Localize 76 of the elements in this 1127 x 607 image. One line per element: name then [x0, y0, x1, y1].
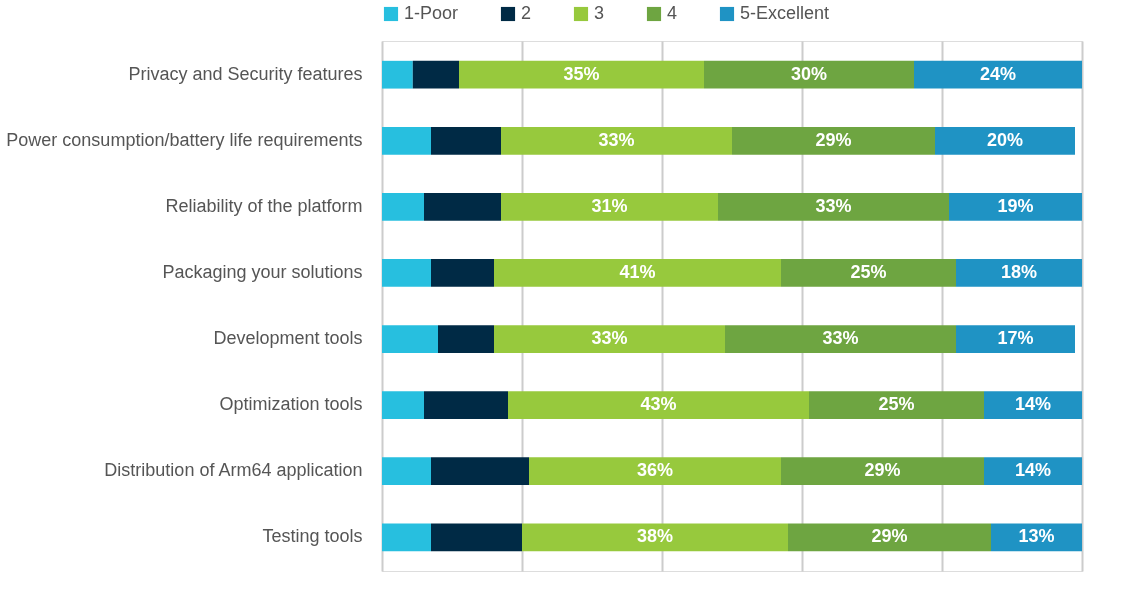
bar [382, 193, 424, 221]
legend-label: 1-Poor [404, 3, 459, 23]
data-label: 41% [619, 261, 656, 282]
bar [382, 325, 438, 353]
y-tick-label: Reliability of the platform [165, 195, 363, 216]
y-tick-label: Optimization tools [219, 394, 363, 415]
bar [382, 126, 431, 155]
bar [725, 325, 956, 353]
y-tick-label: Privacy and Security features [128, 63, 363, 84]
bar [431, 126, 501, 155]
y-tick-label: Testing tools [262, 526, 363, 547]
bar [781, 457, 984, 486]
bar [508, 391, 809, 419]
bar [438, 325, 494, 353]
data-label: 18% [1000, 261, 1038, 282]
bar [718, 193, 949, 221]
y-tick-label: Power consumption/battery life requirements [6, 129, 363, 150]
legend-label: 3 [594, 3, 605, 23]
data-label: 14% [1014, 394, 1052, 415]
data-label: 19% [997, 195, 1034, 216]
data-label: 25% [850, 261, 887, 282]
bar [424, 193, 501, 221]
legend-label: 4 [667, 3, 678, 23]
data-label: 20% [986, 129, 1024, 150]
bar [431, 259, 494, 287]
bar [382, 457, 431, 486]
bar [494, 325, 725, 353]
bar [984, 457, 1082, 486]
y-tick-label: Development tools [213, 328, 363, 349]
data-label: 24% [979, 63, 1017, 84]
y-tick-label: Distribution of Arm64 application [104, 460, 363, 481]
bar [431, 457, 529, 486]
bar [732, 126, 935, 155]
bar [382, 391, 424, 419]
data-label: 43% [640, 394, 677, 415]
data-label: 25% [878, 394, 915, 415]
bar [914, 60, 1082, 89]
bar [788, 523, 991, 552]
bar [781, 259, 956, 287]
legend-label: 5-Excellent [740, 3, 830, 23]
bar [424, 391, 508, 419]
data-label: 31% [591, 195, 628, 216]
data-label: 17% [997, 328, 1034, 349]
bar [522, 523, 788, 552]
bar [809, 391, 984, 419]
data-label: 33% [591, 328, 628, 349]
bar [431, 523, 522, 552]
data-label: 29% [815, 129, 852, 150]
data-label: 35% [563, 63, 600, 84]
data-label: 30% [790, 63, 828, 84]
data-label: 33% [822, 328, 859, 349]
bar [382, 60, 413, 89]
bar [494, 259, 781, 287]
data-label: 29% [864, 460, 901, 481]
data-label: 38% [636, 526, 674, 547]
bar [956, 259, 1082, 287]
data-label: 36% [636, 460, 674, 481]
bar [382, 523, 431, 552]
bar [949, 193, 1082, 221]
y-tick-label: Packaging your solutions [162, 261, 363, 282]
data-label: 13% [1018, 526, 1055, 547]
data-label: 29% [871, 526, 908, 547]
data-label: 33% [815, 195, 852, 216]
data-label: 33% [598, 129, 635, 150]
bar [501, 126, 732, 155]
bar [529, 457, 781, 486]
bar [935, 126, 1075, 155]
bar [412, 60, 459, 89]
bar [459, 60, 704, 89]
legend-label: 2 [521, 3, 532, 23]
bar [984, 391, 1082, 419]
data-label: 14% [1014, 460, 1052, 481]
bar [704, 60, 914, 89]
bar [501, 193, 718, 221]
bar [956, 325, 1075, 353]
bar [382, 259, 431, 287]
